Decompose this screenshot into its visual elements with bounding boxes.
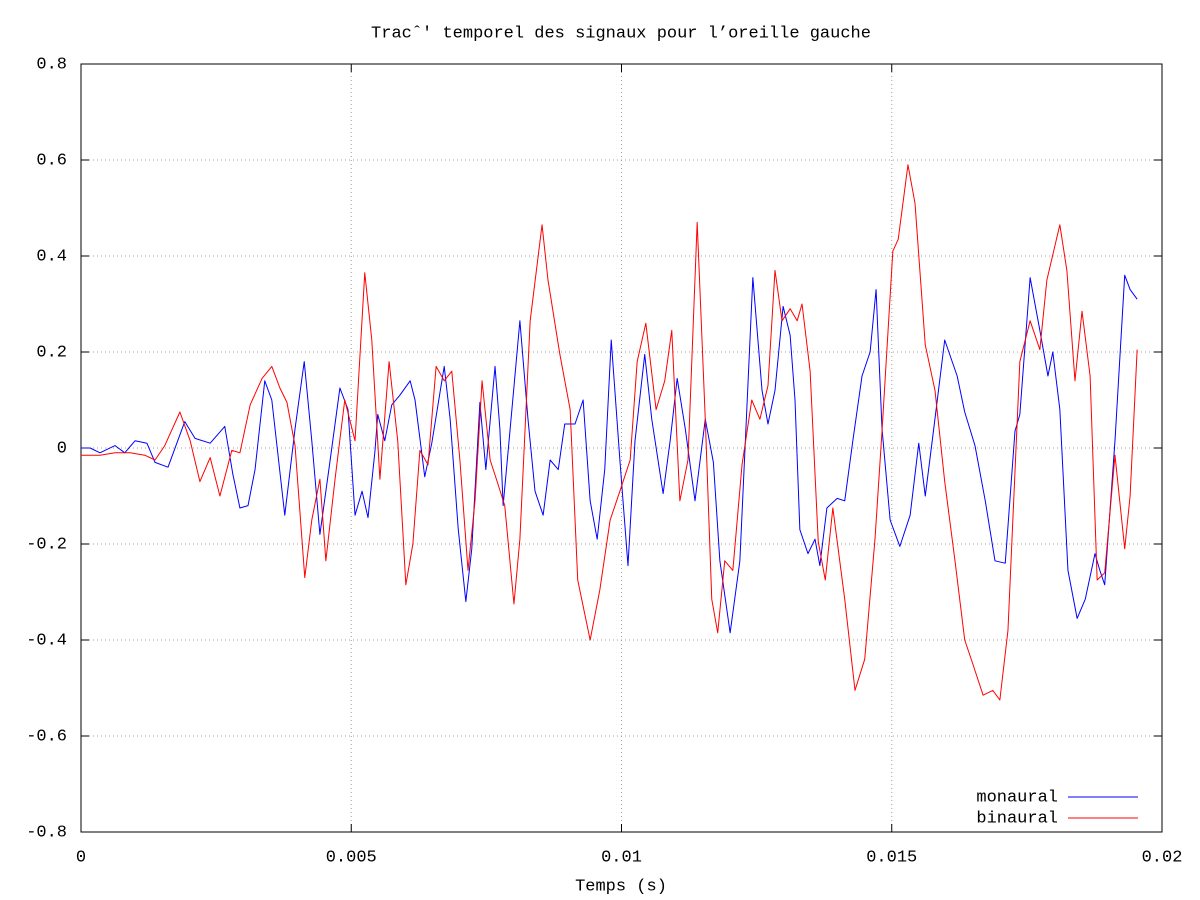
series-line bbox=[81, 274, 1138, 634]
chart-title: Tracˆ' temporel des signaux pour l’oreil… bbox=[371, 24, 871, 43]
legend-label: monaural bbox=[976, 788, 1058, 807]
series-line bbox=[81, 164, 1138, 701]
y-tick-label: -0.8 bbox=[26, 823, 67, 842]
x-tick-label: 0.01 bbox=[601, 848, 642, 867]
legend-label: binaural bbox=[976, 809, 1058, 828]
x-tick-label: 0 bbox=[76, 848, 86, 867]
x-tick-label: 0.015 bbox=[866, 848, 917, 867]
y-tick-label: -0.2 bbox=[26, 535, 67, 554]
y-tick-label: 0.6 bbox=[36, 151, 67, 170]
x-tick-label: 0.005 bbox=[326, 848, 377, 867]
y-tick-label: 0 bbox=[57, 439, 67, 458]
x-tick-label: 0.02 bbox=[1142, 848, 1183, 867]
y-tick-label: 0.4 bbox=[36, 247, 67, 266]
y-tick-label: 0.2 bbox=[36, 343, 67, 362]
y-tick-label: -0.6 bbox=[26, 727, 67, 746]
y-tick-label: 0.8 bbox=[36, 55, 67, 74]
y-tick-label: -0.4 bbox=[26, 631, 67, 650]
x-axis-label: Temps (s) bbox=[575, 877, 667, 896]
